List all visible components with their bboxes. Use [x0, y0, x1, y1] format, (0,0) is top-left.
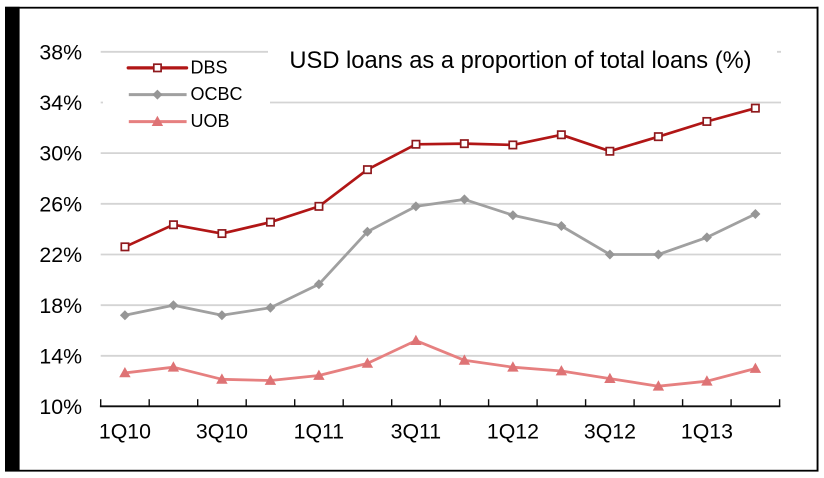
svg-text:UOB: UOB	[191, 111, 230, 131]
svg-text:1Q11: 1Q11	[294, 420, 345, 444]
svg-text:18%: 18%	[39, 294, 82, 318]
svg-text:3Q11: 3Q11	[391, 420, 442, 444]
svg-text:DBS: DBS	[191, 57, 228, 77]
svg-text:OCBC: OCBC	[191, 84, 243, 104]
svg-text:USD loans as a proportion of t: USD loans as a proportion of total loans…	[289, 48, 751, 74]
svg-text:1Q13: 1Q13	[681, 420, 733, 444]
svg-text:1Q12: 1Q12	[487, 420, 539, 444]
svg-text:38%: 38%	[39, 40, 82, 64]
svg-text:34%: 34%	[39, 91, 82, 115]
svg-text:14%: 14%	[39, 344, 82, 368]
svg-text:10%: 10%	[39, 395, 82, 419]
svg-text:26%: 26%	[39, 192, 82, 216]
svg-text:1Q10: 1Q10	[99, 420, 151, 444]
svg-text:3Q10: 3Q10	[196, 420, 248, 444]
svg-text:3Q12: 3Q12	[584, 420, 636, 444]
svg-text:22%: 22%	[39, 243, 82, 267]
svg-text:30%: 30%	[39, 142, 82, 166]
